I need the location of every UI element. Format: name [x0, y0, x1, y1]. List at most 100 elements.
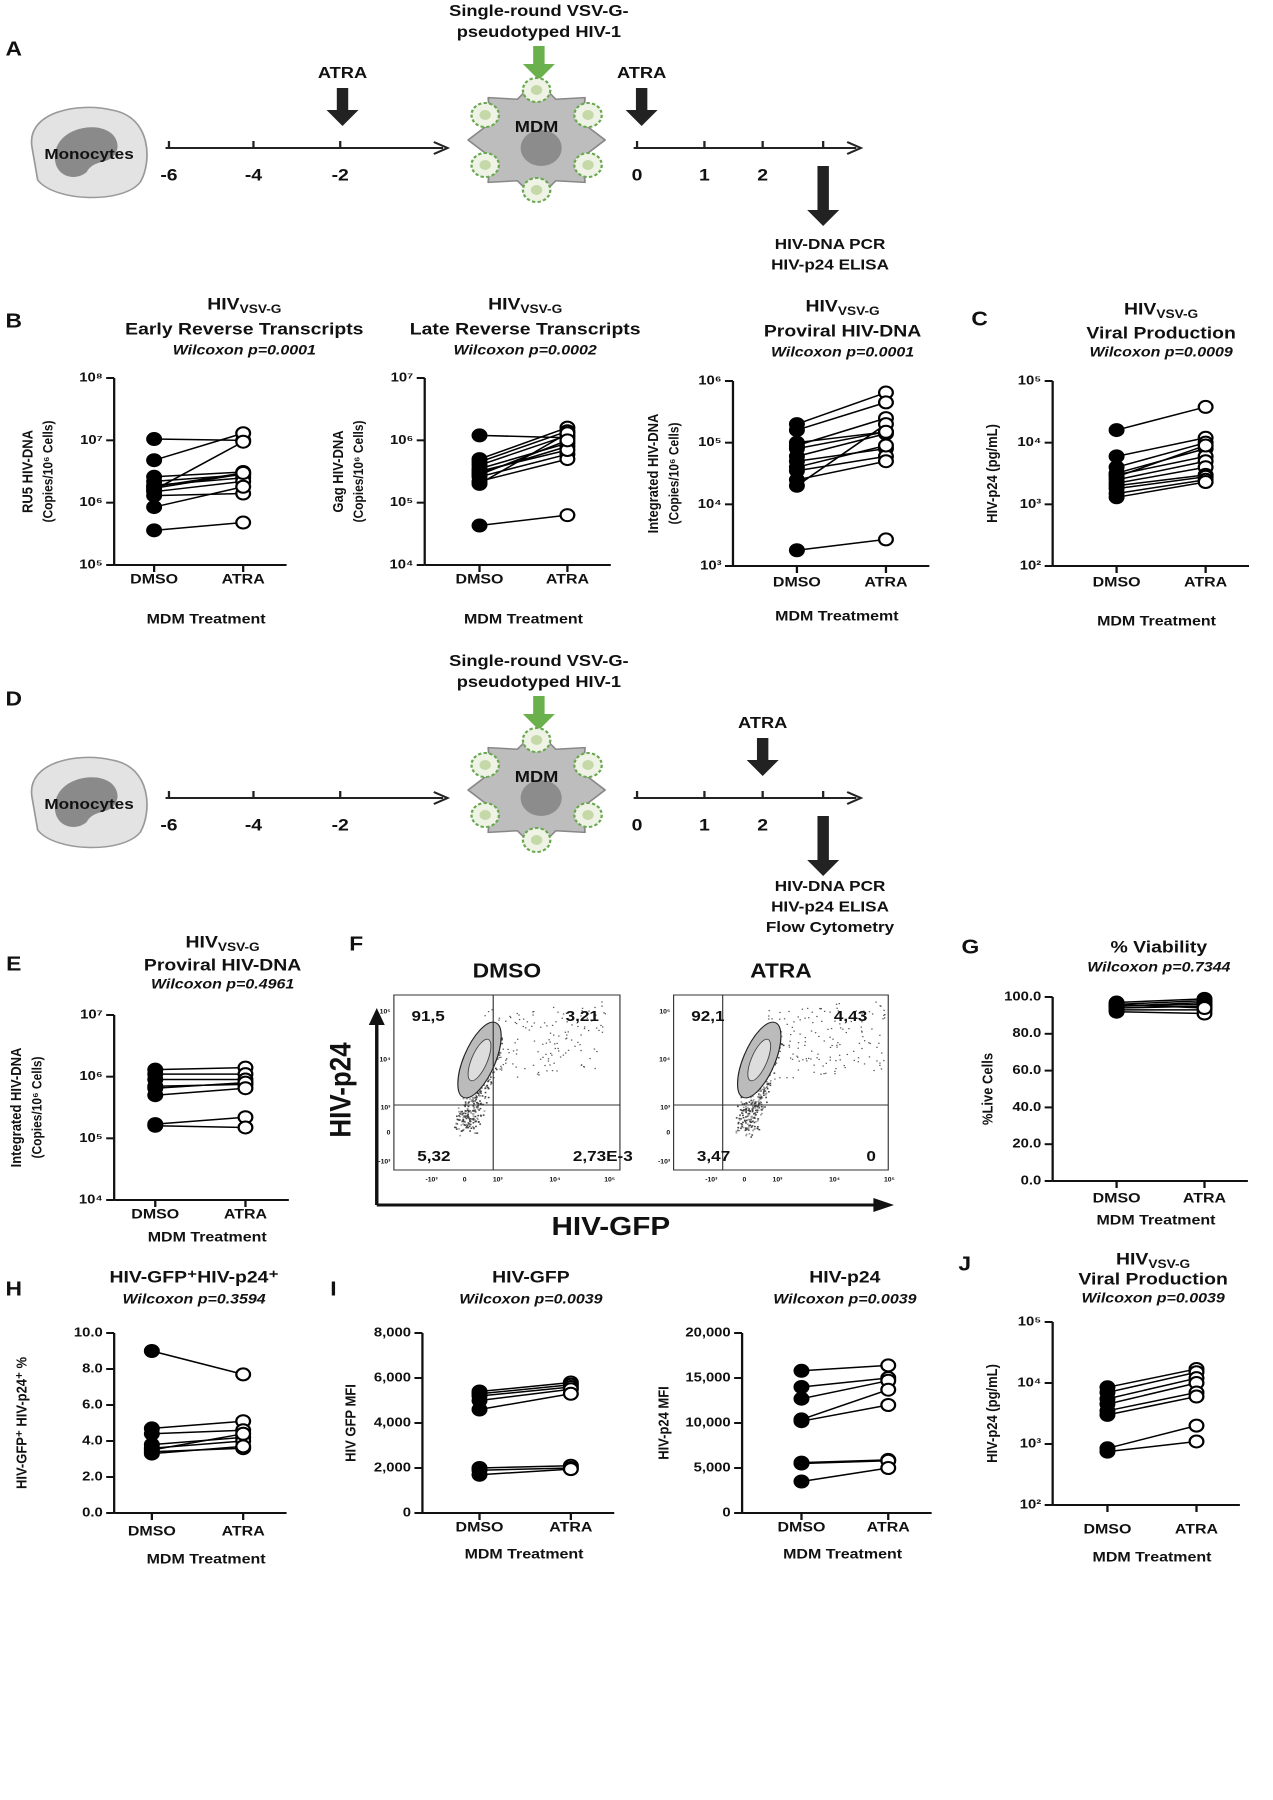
event-dot: [749, 1124, 752, 1127]
event-dot: [782, 1044, 785, 1047]
event-dot: [755, 1113, 757, 1116]
timeline-label: 1: [699, 165, 710, 185]
y-tick-label: 10⁵: [1018, 1313, 1041, 1328]
event-dot: [741, 1103, 744, 1105]
event-dot: [771, 1018, 773, 1020]
y-axis-label: (Copies/10⁶ Cells): [40, 420, 56, 522]
event-dot: [738, 1119, 741, 1121]
event-dot: [461, 1110, 463, 1113]
quadrant-value: 2,73E-3: [573, 1148, 633, 1165]
event-dot: [462, 1123, 465, 1125]
event-dot: [526, 1021, 529, 1023]
event-dot: [818, 1035, 820, 1038]
y-tick-label: 2,000: [374, 1459, 411, 1474]
event-dot: [765, 1093, 767, 1096]
data-point: [877, 424, 894, 439]
event-dot: [548, 1039, 550, 1041]
event-dot: [484, 1015, 486, 1017]
quadrant-value: 92,1: [691, 1008, 724, 1025]
arrow-head: [522, 64, 555, 80]
event-dot: [474, 1132, 476, 1134]
event-dot: [454, 1126, 456, 1129]
event-dot: [861, 1047, 863, 1050]
event-dot: [475, 1094, 477, 1097]
event-dot: [595, 1027, 598, 1029]
event-dot: [761, 1096, 764, 1099]
event-dot: [462, 1128, 465, 1131]
event-dot: [522, 1025, 524, 1028]
pair-line: [151, 1436, 244, 1446]
timeline-label: -4: [245, 815, 263, 835]
event-dot: [476, 1092, 479, 1094]
treatment-label: ATRA: [318, 63, 367, 82]
event-dot: [469, 1098, 471, 1100]
event-dot: [500, 1067, 503, 1069]
event-dot: [584, 1026, 586, 1028]
event-dot: [751, 1109, 754, 1112]
event-dot: [455, 1115, 458, 1118]
y-tick-label: 100.0: [1004, 988, 1041, 1003]
quadrant-value: 3,47: [697, 1148, 730, 1165]
event-dot: [467, 1114, 469, 1117]
event-dot: [747, 1114, 750, 1117]
event-dot: [462, 1097, 465, 1100]
chart-subtitle: Wilcoxon p=0.0001: [173, 343, 316, 359]
pair-line: [479, 430, 568, 463]
y-tick-label: 10³: [1020, 496, 1042, 511]
event-dot: [740, 1127, 742, 1130]
timeline-head: [846, 791, 864, 805]
arrow-head: [746, 760, 779, 776]
event-dot: [472, 1104, 475, 1107]
timeline-label: 0: [632, 165, 643, 185]
virion-core: [530, 735, 543, 745]
event-dot: [502, 1048, 504, 1050]
y-tick-label: 8.0: [82, 1360, 103, 1375]
cell-label: Monocytes: [44, 146, 133, 163]
event-dot: [750, 1126, 753, 1128]
event-dot: [747, 1109, 750, 1112]
event-dot: [756, 1109, 759, 1111]
event-dot: [750, 1136, 753, 1138]
event-dot: [461, 1114, 464, 1116]
x-tick-label: ATRA: [222, 572, 265, 588]
event-dot: [863, 1063, 866, 1065]
event-dot: [468, 1125, 471, 1128]
data-point: [562, 1462, 579, 1477]
event-dot: [742, 1116, 745, 1119]
data-point: [793, 1391, 810, 1406]
data-point: [880, 1358, 897, 1373]
event-dot: [500, 1056, 502, 1058]
y-tick-label: 10⁴: [1017, 1374, 1041, 1389]
pair-line: [154, 438, 244, 442]
event-dot: [808, 1017, 810, 1019]
monocyte-nucleus: [54, 127, 118, 177]
event-dot: [501, 1037, 503, 1040]
event-dot: [499, 1068, 501, 1070]
event-dot: [765, 1092, 768, 1094]
event-dot: [485, 1102, 488, 1104]
data-point: [788, 423, 805, 438]
event-dot: [472, 1121, 475, 1124]
panel-letter: H: [5, 1278, 21, 1300]
event-dot: [490, 1081, 493, 1083]
event-dot: [557, 1011, 559, 1013]
event-dot: [807, 1007, 809, 1010]
pair-line: [1116, 1005, 1205, 1009]
event-dot: [598, 1029, 600, 1032]
event-dot: [586, 1014, 588, 1017]
y-tick-label: 0: [722, 1504, 731, 1519]
event-dot: [869, 1042, 871, 1045]
plot-title: ATRA: [750, 960, 812, 982]
event-dot: [837, 1042, 839, 1044]
event-dot: [759, 1102, 761, 1104]
event-dot: [580, 1034, 582, 1036]
pair-line: [796, 391, 887, 425]
event-dot: [498, 1056, 500, 1059]
y-tick-label: 10⁶: [698, 372, 721, 387]
pair-line: [1116, 441, 1206, 468]
event-dot: [747, 1126, 750, 1128]
event-dot: [839, 1043, 841, 1046]
event-dot: [829, 1056, 831, 1058]
event-dot: [801, 1008, 804, 1010]
pair-line: [151, 1433, 244, 1451]
